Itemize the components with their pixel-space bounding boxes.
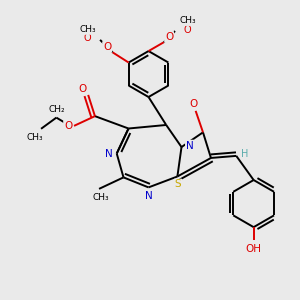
Text: O: O [165,32,173,42]
Text: N: N [145,190,152,201]
Text: CH₂: CH₂ [49,105,65,114]
Text: N: N [105,148,112,158]
Text: O: O [64,121,72,131]
Text: CH₃: CH₃ [179,16,196,25]
Text: O: O [78,84,86,94]
Text: O: O [184,25,191,34]
Text: OH: OH [246,244,262,254]
Text: H: H [242,148,249,158]
Text: CH₃: CH₃ [27,133,44,142]
Text: CH₃: CH₃ [80,25,96,34]
Text: O: O [84,33,92,43]
Text: O: O [189,99,197,110]
Text: S: S [175,179,181,190]
Text: O: O [103,42,111,52]
Text: N: N [186,141,194,151]
Text: CH₃: CH₃ [92,193,109,202]
